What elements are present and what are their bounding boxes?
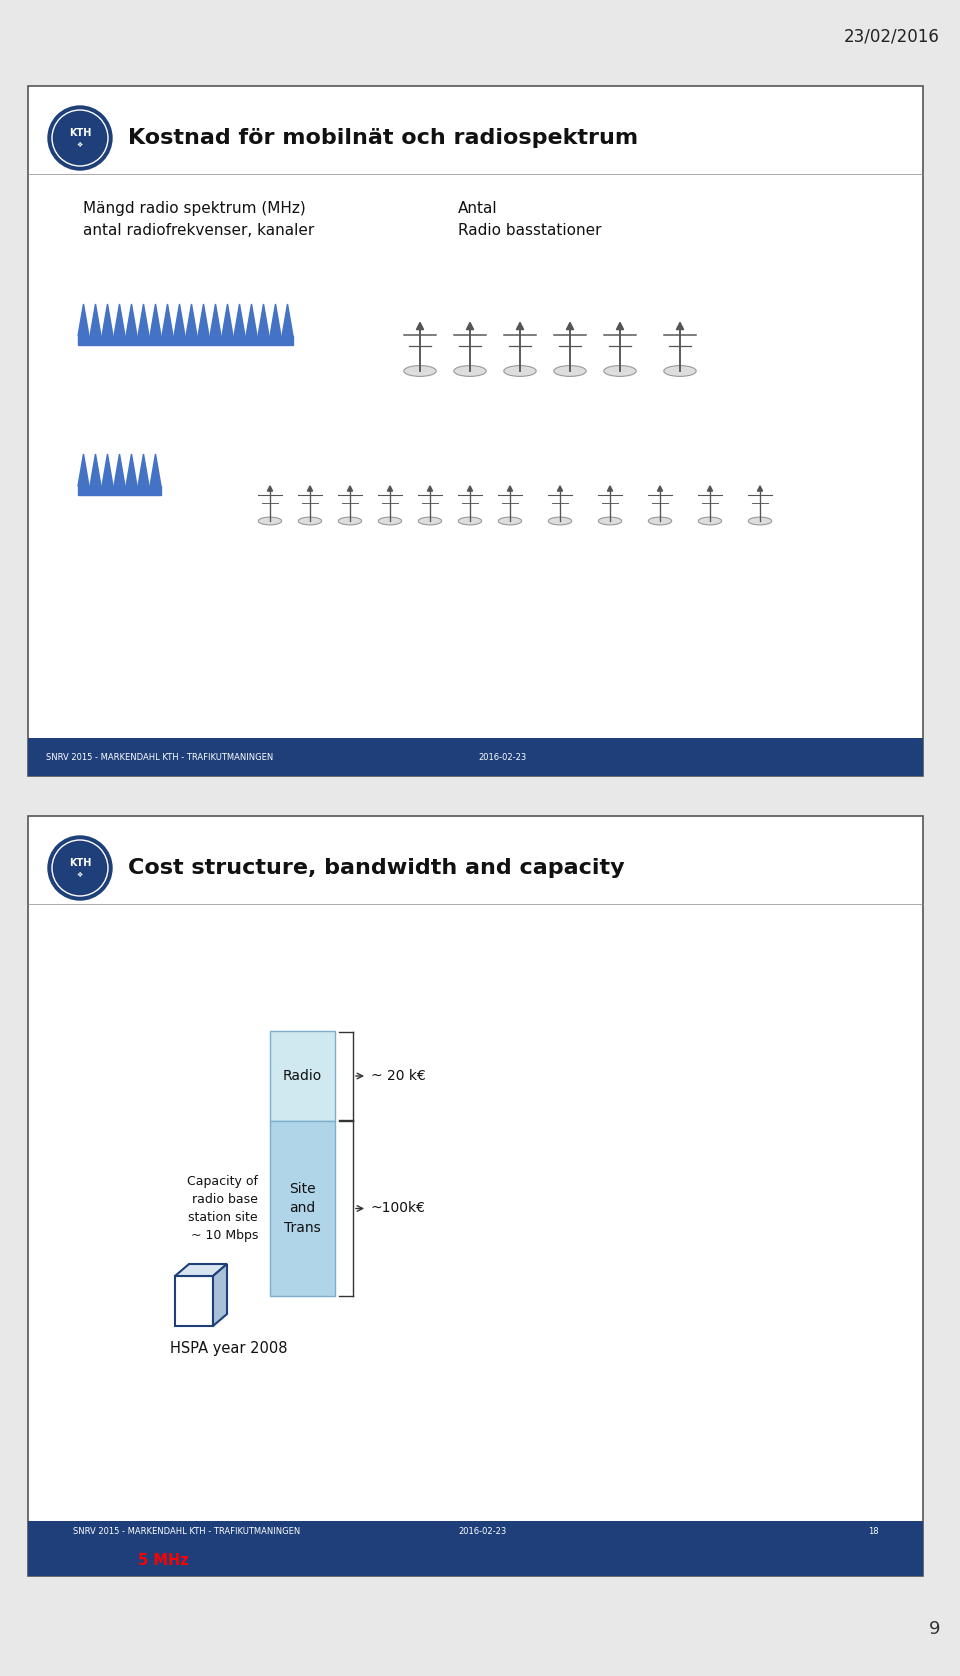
Polygon shape <box>282 303 293 335</box>
Text: HSPA year 2008: HSPA year 2008 <box>170 1341 287 1356</box>
Text: ~100k€: ~100k€ <box>371 1202 426 1215</box>
Polygon shape <box>28 1522 93 1534</box>
Polygon shape <box>307 486 313 491</box>
Polygon shape <box>268 486 273 491</box>
Polygon shape <box>658 486 662 491</box>
Ellipse shape <box>598 518 622 525</box>
Polygon shape <box>210 303 221 335</box>
Ellipse shape <box>498 518 521 525</box>
Text: 5 MHz: 5 MHz <box>138 1552 189 1567</box>
Polygon shape <box>516 322 523 330</box>
Polygon shape <box>222 303 233 335</box>
Text: Capacity of
radio base
station site
~ 10 Mbps: Capacity of radio base station site ~ 10… <box>187 1175 258 1242</box>
Polygon shape <box>258 303 269 335</box>
Polygon shape <box>757 486 762 491</box>
Circle shape <box>48 836 112 900</box>
Ellipse shape <box>648 518 672 525</box>
Ellipse shape <box>404 365 436 377</box>
Polygon shape <box>608 486 612 491</box>
Polygon shape <box>468 486 472 491</box>
Polygon shape <box>566 322 574 330</box>
Text: ❖: ❖ <box>77 142 84 147</box>
Polygon shape <box>616 322 624 330</box>
FancyBboxPatch shape <box>28 1522 923 1575</box>
Polygon shape <box>234 303 245 335</box>
Polygon shape <box>162 303 173 335</box>
FancyBboxPatch shape <box>270 1121 335 1296</box>
Polygon shape <box>150 454 161 486</box>
Polygon shape <box>213 1264 227 1326</box>
Text: Cost structure, bandwidth and capacity: Cost structure, bandwidth and capacity <box>128 858 625 878</box>
Text: Antal
Radio basstationer: Antal Radio basstationer <box>458 201 602 238</box>
Polygon shape <box>467 322 473 330</box>
Ellipse shape <box>748 518 772 525</box>
Ellipse shape <box>419 518 442 525</box>
Polygon shape <box>114 303 125 335</box>
Ellipse shape <box>604 365 636 377</box>
Ellipse shape <box>504 365 537 377</box>
Ellipse shape <box>378 518 401 525</box>
Polygon shape <box>270 303 281 335</box>
Polygon shape <box>78 303 89 335</box>
Polygon shape <box>174 303 185 335</box>
Polygon shape <box>78 454 89 486</box>
Polygon shape <box>186 303 197 335</box>
FancyBboxPatch shape <box>28 85 923 776</box>
Text: ❖: ❖ <box>77 872 84 878</box>
Text: SNRV 2015 - MARKENDAHL KTH - TRAFIKUTMANINGEN: SNRV 2015 - MARKENDAHL KTH - TRAFIKUTMAN… <box>46 753 274 761</box>
Text: Radio: Radio <box>283 1069 323 1083</box>
Ellipse shape <box>299 518 322 525</box>
Polygon shape <box>126 454 137 486</box>
Text: Kostnad för mobilnät och radiospektrum: Kostnad för mobilnät och radiospektrum <box>128 127 638 147</box>
Circle shape <box>48 106 112 169</box>
FancyBboxPatch shape <box>28 737 923 776</box>
Text: 2016-02-23: 2016-02-23 <box>458 1527 506 1535</box>
Polygon shape <box>138 454 149 486</box>
Polygon shape <box>126 303 137 335</box>
Polygon shape <box>90 303 101 335</box>
Polygon shape <box>388 486 393 491</box>
FancyBboxPatch shape <box>270 1031 335 1121</box>
Ellipse shape <box>663 365 696 377</box>
Text: Site
and
Trans: Site and Trans <box>284 1182 321 1235</box>
Text: 23/02/2016: 23/02/2016 <box>844 28 940 45</box>
Text: 9: 9 <box>928 1621 940 1637</box>
Text: SNRV 2015 - MARKENDAHL KTH - TRAFIKUTMANINGEN: SNRV 2015 - MARKENDAHL KTH - TRAFIKUTMAN… <box>73 1527 300 1535</box>
Polygon shape <box>102 303 113 335</box>
Polygon shape <box>102 454 113 486</box>
Text: ~ 20 k€: ~ 20 k€ <box>371 1069 425 1083</box>
Polygon shape <box>348 486 352 491</box>
Ellipse shape <box>338 518 362 525</box>
Ellipse shape <box>554 365 587 377</box>
Text: KTH: KTH <box>69 858 91 868</box>
Text: KTH: KTH <box>69 127 91 137</box>
FancyBboxPatch shape <box>175 1275 213 1326</box>
Text: Mängd radio spektrum (MHz)
antal radiofrekvenser, kanaler: Mängd radio spektrum (MHz) antal radiofr… <box>83 201 314 238</box>
Polygon shape <box>150 303 161 335</box>
Polygon shape <box>246 303 257 335</box>
Polygon shape <box>114 454 125 486</box>
Polygon shape <box>708 486 712 491</box>
Polygon shape <box>175 1264 227 1275</box>
Polygon shape <box>198 303 209 335</box>
Text: 2016-02-23: 2016-02-23 <box>478 753 526 761</box>
Ellipse shape <box>258 518 281 525</box>
Text: 18: 18 <box>868 1527 878 1535</box>
FancyBboxPatch shape <box>78 486 161 494</box>
Ellipse shape <box>698 518 722 525</box>
Polygon shape <box>508 486 513 491</box>
FancyBboxPatch shape <box>28 816 923 1575</box>
Polygon shape <box>427 486 433 491</box>
Polygon shape <box>558 486 563 491</box>
Ellipse shape <box>458 518 482 525</box>
Polygon shape <box>90 454 101 486</box>
Polygon shape <box>138 303 149 335</box>
Ellipse shape <box>454 365 486 377</box>
FancyBboxPatch shape <box>78 335 293 345</box>
Polygon shape <box>417 322 423 330</box>
Polygon shape <box>677 322 684 330</box>
Ellipse shape <box>548 518 572 525</box>
